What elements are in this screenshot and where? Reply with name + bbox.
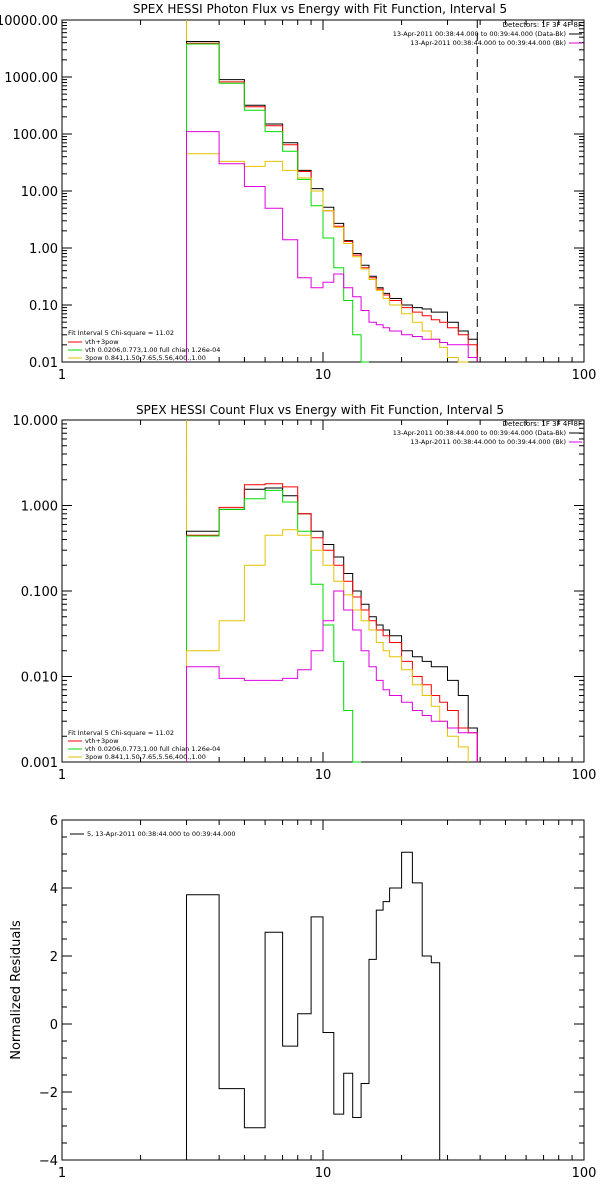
legend-top-right: Detectors: 1F 3F 4F 8F 13-Apr-2011 00:38… xyxy=(393,420,582,446)
x-tick-label: 10 xyxy=(315,368,332,383)
y-tick-label: 0.01 xyxy=(29,356,58,371)
y-tick-label: 0.100 xyxy=(21,585,58,600)
x-tick-label: 100 xyxy=(572,368,597,383)
y-tick-label: −2 xyxy=(39,1086,58,1101)
legend-item-label: vth+3pow xyxy=(85,338,119,346)
panel-title: SPEX HESSI Count Flux vs Energy with Fit… xyxy=(136,403,504,417)
photon-flux-series: 1 10 100 0.01 0.10 1.00 10.00 100.00 1000.00 1000… xyxy=(0,14,596,383)
x-tick-label: 1 xyxy=(58,768,66,783)
legend-item-label: vth 0.0206,0.773,1.00 full chian 1.26e-0… xyxy=(85,346,220,354)
y-tick-label: 10000.00 xyxy=(0,14,58,29)
y-tick-label: 10.00 xyxy=(21,185,58,200)
x-tick-label: 10 xyxy=(315,768,332,783)
y-tick-label: 6 xyxy=(50,814,58,829)
y-tick-label: 0.001 xyxy=(21,756,58,771)
series-step-line xyxy=(186,42,478,362)
y-tick-label: 0.010 xyxy=(21,671,58,686)
count-flux-series: 1 10 100 0.001 0.010 0.100 1.000 10.000 xyxy=(13,414,597,783)
x-tick-label: 1 xyxy=(58,368,66,383)
legend-bottom-left: Fit Interval 5 Chi-square = 11.02 vth+3p… xyxy=(68,729,220,761)
x-tick-label: 100 xyxy=(572,768,597,783)
photon-flux-panel: SPEX HESSI Photon Flux vs Energy with Fi… xyxy=(0,2,596,383)
legend-header: Fit Interval 5 Chi-square = 11.02 xyxy=(68,329,174,337)
legend-header: Detectors: 1F 3F 4F 8F xyxy=(503,21,582,29)
legend-top-left: 5, 13-Apr-2011 00:38:44.000 to 00:39:44.… xyxy=(70,830,236,838)
x-tick-label: 100 xyxy=(572,1166,597,1181)
legend-item-label: vth 0.0206,0.773,1.00 full chian 1.26e-0… xyxy=(85,745,220,753)
series-step-line xyxy=(186,851,441,1160)
x-tick-label: 10 xyxy=(315,1166,332,1181)
legend-item-label: vth+3pow xyxy=(85,737,119,745)
series-step-line xyxy=(186,43,369,363)
legend-bottom-left: Fit Interval 5 Chi-square = 11.02 vth+3p… xyxy=(68,329,220,362)
residuals-series: 1 10 100 −4 −2 0 2 4 6 xyxy=(39,814,597,1181)
y-tick-label: 1.000 xyxy=(21,500,58,515)
series-step-line xyxy=(186,483,478,762)
legend-item-label: 13-Apr-2011 00:38:44.000 to 00:39:44.000… xyxy=(393,429,566,437)
legend-top-right: Detectors: 1F 3F 4F 8F 13-Apr-2011 00:38… xyxy=(393,21,582,47)
series-step-line xyxy=(186,131,478,362)
legend-item-label: 3pow 0.841,1.50,7.65,5.56,400.,1.00 xyxy=(85,753,206,761)
legend-item-label: 13-Apr-2011 00:38:44.000 to 00:39:44.000… xyxy=(410,39,566,47)
y-tick-label: 100.00 xyxy=(13,128,59,143)
y-tick-label: 0.10 xyxy=(29,299,58,314)
legend-item-label: 13-Apr-2011 00:38:44.000 to 00:39:44.000… xyxy=(410,438,566,446)
y-tick-label: 1000.00 xyxy=(4,71,58,86)
legend-item-label: 3pow 0.841,1.50,7.65,5.56,400.,1.00 xyxy=(85,354,206,362)
y-tick-label: 0 xyxy=(50,1018,58,1033)
count-flux-panel: SPEX HESSI Count Flux vs Energy with Fit… xyxy=(13,403,597,783)
legend-header: Fit Interval 5 Chi-square = 11.02 xyxy=(68,729,174,737)
series-step-line xyxy=(186,153,469,363)
residuals-panel: Normalized Residuals 1 10 100 −4 −2 0 2 4 6 5, 1… xyxy=(9,814,596,1181)
series-step-line xyxy=(186,487,478,762)
y-tick-label: −4 xyxy=(39,1154,58,1169)
y-tick-label: 4 xyxy=(50,882,58,897)
series-step-line xyxy=(186,529,469,762)
series-step-line xyxy=(186,590,478,762)
y-tick-label: 10.000 xyxy=(13,414,59,429)
legend-item-label: 13-Apr-2011 00:38:44.000 to 00:39:44.000… xyxy=(393,30,566,38)
legend-header: Detectors: 1F 3F 4F 8F xyxy=(503,420,582,428)
series-step-line xyxy=(186,41,478,362)
y-tick-label: 2 xyxy=(50,950,58,965)
legend-item-label: 5, 13-Apr-2011 00:38:44.000 to 00:39:44.… xyxy=(87,830,236,838)
y-axis-label: Normalized Residuals xyxy=(9,920,24,1060)
x-tick-label: 1 xyxy=(58,1166,66,1181)
y-tick-label: 1.00 xyxy=(29,242,58,257)
panel-title: SPEX HESSI Photon Flux vs Energy with Fi… xyxy=(133,2,507,16)
